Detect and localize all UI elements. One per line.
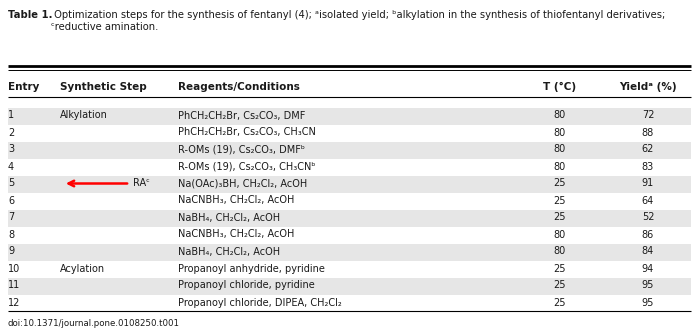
Text: 9: 9 (8, 247, 14, 256)
Text: Acylation: Acylation (60, 263, 105, 274)
Text: 80: 80 (554, 111, 566, 120)
Text: 5: 5 (8, 178, 14, 189)
Text: NaBH₄, CH₂Cl₂, AcOH: NaBH₄, CH₂Cl₂, AcOH (178, 247, 280, 256)
Text: PhCH₂CH₂Br, Cs₂CO₃, DMF: PhCH₂CH₂Br, Cs₂CO₃, DMF (178, 111, 305, 120)
Text: Alkylation: Alkylation (60, 111, 108, 120)
Text: 6: 6 (8, 195, 14, 206)
Text: 80: 80 (554, 145, 566, 154)
Text: 25: 25 (554, 213, 566, 222)
Text: NaBH₄, CH₂Cl₂, AcOH: NaBH₄, CH₂Cl₂, AcOH (178, 213, 280, 222)
Bar (8, 193, 691, 210)
Text: RAᶜ: RAᶜ (133, 178, 150, 189)
Text: 86: 86 (642, 230, 654, 239)
Bar (8, 159, 691, 176)
Text: T (°C): T (°C) (543, 82, 577, 92)
Text: 80: 80 (554, 247, 566, 256)
Text: 12: 12 (8, 297, 20, 308)
Text: 83: 83 (642, 161, 654, 172)
Bar (8, 227, 691, 244)
Text: 25: 25 (554, 178, 566, 189)
Text: 64: 64 (642, 195, 654, 206)
Text: 52: 52 (642, 213, 654, 222)
Text: Propanoyl anhydride, pyridine: Propanoyl anhydride, pyridine (178, 263, 325, 274)
Text: Na(OAc)₃BH, CH₂Cl₂, AcOH: Na(OAc)₃BH, CH₂Cl₂, AcOH (178, 178, 308, 189)
Bar (8, 125, 691, 142)
Bar (8, 295, 691, 312)
Text: Yieldᵃ (%): Yieldᵃ (%) (619, 82, 677, 92)
Text: R-OMs (19), Cs₂CO₃, DMFᵇ: R-OMs (19), Cs₂CO₃, DMFᵇ (178, 145, 305, 154)
Text: 10: 10 (8, 263, 20, 274)
Text: 25: 25 (554, 263, 566, 274)
Text: Synthetic Step: Synthetic Step (60, 82, 147, 92)
Text: 25: 25 (554, 195, 566, 206)
Text: PhCH₂CH₂Br, Cs₂CO₃, CH₃CN: PhCH₂CH₂Br, Cs₂CO₃, CH₃CN (178, 128, 316, 137)
Text: 72: 72 (642, 111, 654, 120)
Text: Entry: Entry (8, 82, 39, 92)
Bar (8, 261, 691, 278)
Text: 95: 95 (642, 297, 654, 308)
Text: 84: 84 (642, 247, 654, 256)
Text: 88: 88 (642, 128, 654, 137)
Text: 95: 95 (642, 280, 654, 291)
Text: NaCNBH₃, CH₂Cl₂, AcOH: NaCNBH₃, CH₂Cl₂, AcOH (178, 230, 294, 239)
Text: 11: 11 (8, 280, 20, 291)
Text: 2: 2 (8, 128, 14, 137)
Text: R-OMs (19), Cs₂CO₃, CH₃CNᵇ: R-OMs (19), Cs₂CO₃, CH₃CNᵇ (178, 161, 315, 172)
Text: 80: 80 (554, 128, 566, 137)
Text: 94: 94 (642, 263, 654, 274)
Bar (8, 278, 691, 295)
Text: 1: 1 (8, 111, 14, 120)
Text: 91: 91 (642, 178, 654, 189)
Bar (8, 244, 691, 261)
Bar (8, 210, 691, 227)
Text: 3: 3 (8, 145, 14, 154)
Bar (8, 176, 691, 193)
Text: Optimization steps for the synthesis of fentanyl (4); ᵃisolated yield; ᵇalkylati: Optimization steps for the synthesis of … (51, 10, 665, 31)
Text: NaCNBH₃, CH₂Cl₂, AcOH: NaCNBH₃, CH₂Cl₂, AcOH (178, 195, 294, 206)
Text: Table 1.: Table 1. (8, 10, 52, 20)
Text: 7: 7 (8, 213, 14, 222)
Text: 4: 4 (8, 161, 14, 172)
Text: 80: 80 (554, 230, 566, 239)
Bar (8, 142, 691, 159)
Text: Propanoyl chloride, DIPEA, CH₂Cl₂: Propanoyl chloride, DIPEA, CH₂Cl₂ (178, 297, 342, 308)
Text: Propanoyl chloride, pyridine: Propanoyl chloride, pyridine (178, 280, 315, 291)
Text: 62: 62 (642, 145, 654, 154)
Text: 80: 80 (554, 161, 566, 172)
Text: 25: 25 (554, 280, 566, 291)
Text: Reagents/Conditions: Reagents/Conditions (178, 82, 300, 92)
Text: 25: 25 (554, 297, 566, 308)
Bar (8, 108, 691, 125)
Text: 8: 8 (8, 230, 14, 239)
Text: doi:10.1371/journal.pone.0108250.t001: doi:10.1371/journal.pone.0108250.t001 (8, 319, 180, 328)
